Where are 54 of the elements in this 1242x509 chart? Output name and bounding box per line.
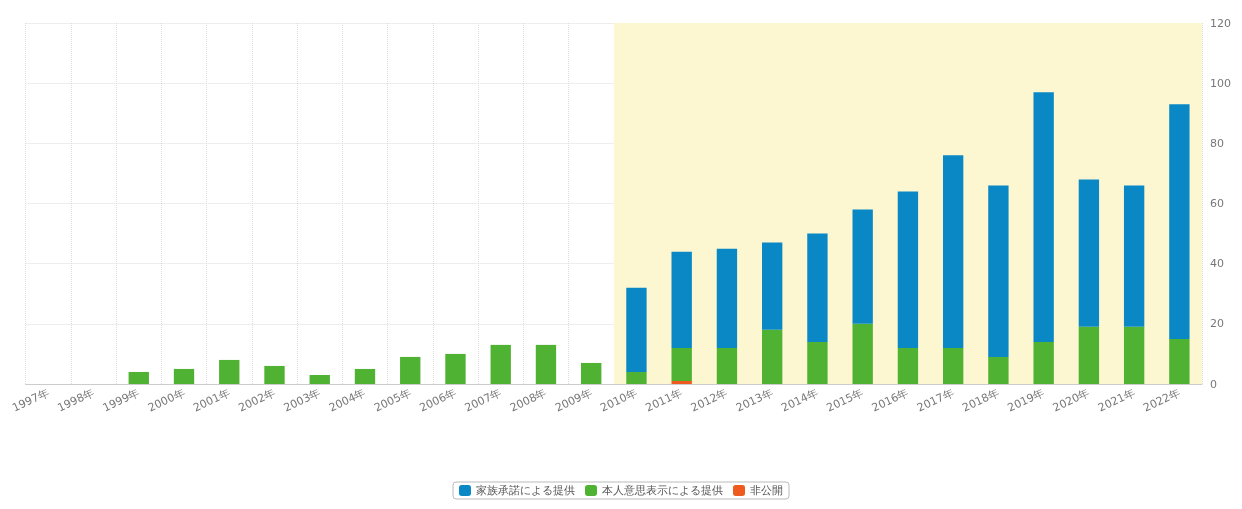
bar xyxy=(852,323,873,384)
bar xyxy=(807,341,828,384)
bar xyxy=(1123,185,1145,327)
x-tick-label: 1999年 xyxy=(100,386,142,415)
bar xyxy=(852,209,873,324)
bar xyxy=(671,347,692,381)
bar xyxy=(942,347,964,384)
y-tick-label: 40 xyxy=(1210,257,1224,271)
bar xyxy=(219,359,240,384)
bar xyxy=(1033,92,1054,342)
bar xyxy=(1078,179,1100,327)
bar xyxy=(626,371,647,384)
legend-label: 非公開 xyxy=(750,484,783,497)
bar xyxy=(897,347,919,384)
bar xyxy=(309,374,330,384)
bar xyxy=(445,353,466,384)
y-tick-label: 0 xyxy=(1210,377,1217,391)
x-tick-label: 2001年 xyxy=(191,386,232,415)
x-tick-label: 1998年 xyxy=(55,386,97,415)
bar xyxy=(354,368,376,384)
bar xyxy=(671,380,692,384)
bar xyxy=(490,344,511,384)
bar xyxy=(762,242,783,330)
x-tick-label: 2021年 xyxy=(1096,386,1137,415)
bar xyxy=(716,248,738,348)
bar xyxy=(400,356,421,384)
bar xyxy=(264,365,285,384)
legend-label: 本人意思表示による提供 xyxy=(602,484,723,497)
bar xyxy=(128,371,149,384)
bar xyxy=(671,251,692,348)
bar xyxy=(535,344,557,384)
legend-label: 家族承諾による提供 xyxy=(476,484,575,497)
y-tick-label: 80 xyxy=(1210,136,1224,150)
x-tick-label: 2011年 xyxy=(643,386,685,415)
bar xyxy=(897,191,919,348)
bar xyxy=(762,329,783,384)
bar xyxy=(942,155,964,348)
y-tick-label: 20 xyxy=(1210,317,1224,331)
bar xyxy=(1078,326,1100,384)
bar xyxy=(716,347,738,384)
bar xyxy=(626,287,647,372)
y-tick-label: 100 xyxy=(1210,76,1231,90)
bar xyxy=(1033,341,1054,384)
bar xyxy=(1123,326,1145,384)
bar xyxy=(1169,338,1190,384)
y-tick-label: 60 xyxy=(1210,197,1224,210)
bar xyxy=(988,185,1009,357)
bar xyxy=(1169,104,1190,339)
bar xyxy=(988,356,1009,384)
bar xyxy=(807,233,828,342)
y-tick-label: 120 xyxy=(1210,16,1231,30)
bar xyxy=(173,368,195,384)
bar xyxy=(581,362,602,384)
x-tick-label: 1997年 xyxy=(10,386,52,415)
